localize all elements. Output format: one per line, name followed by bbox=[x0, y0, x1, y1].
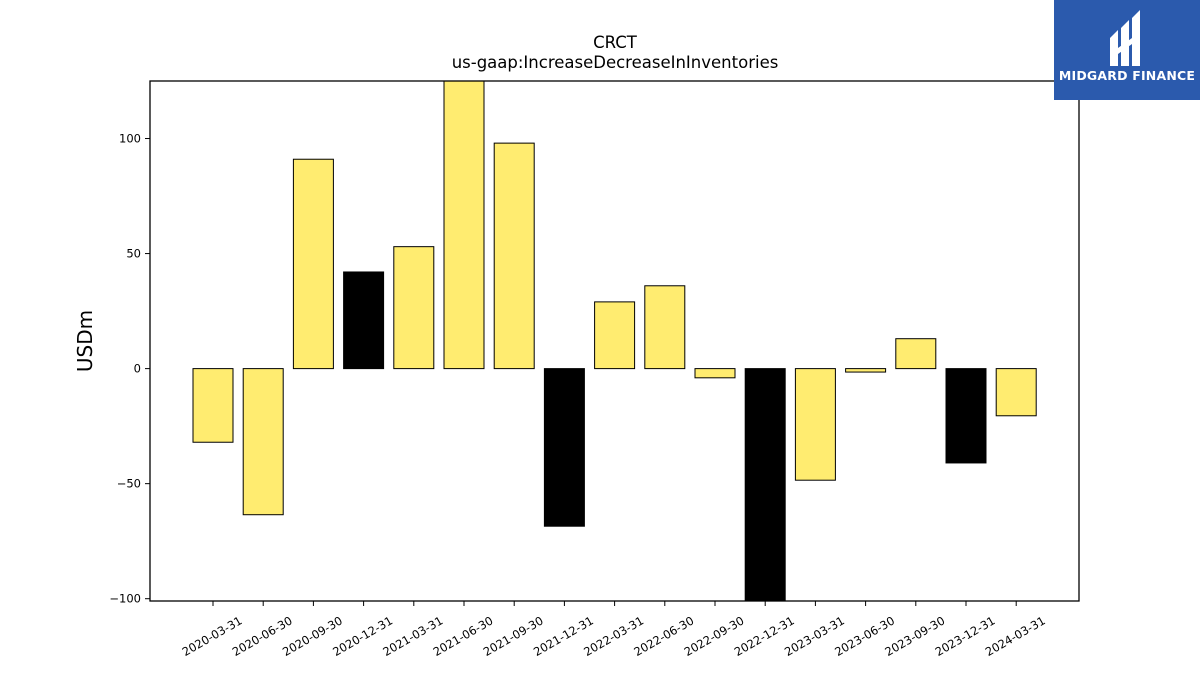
y-axis-label: USDm bbox=[73, 310, 97, 372]
y-tick-label: 0 bbox=[134, 362, 141, 376]
chart-subtitle: us-gaap:IncreaseDecreaseInInventories bbox=[452, 53, 779, 72]
bar-2023-03-31 bbox=[794, 368, 836, 481]
bar-2021-12-31 bbox=[543, 368, 585, 527]
bar-2022-12-31 bbox=[744, 368, 786, 602]
midgard-finance-logo: MIDGARD FINANCE bbox=[1054, 0, 1200, 100]
bar-2021-06-30 bbox=[443, 80, 485, 370]
bar-2020-06-30 bbox=[242, 368, 284, 516]
plot-frame bbox=[149, 80, 1080, 602]
midgard-logo-icon bbox=[1110, 10, 1140, 66]
bar-2021-09-30 bbox=[493, 142, 535, 370]
bar-2020-12-31 bbox=[343, 271, 385, 370]
bar-2020-03-31 bbox=[192, 368, 234, 443]
logo-text: MIDGARD FINANCE bbox=[1058, 68, 1196, 83]
bar-2022-06-30 bbox=[644, 285, 686, 370]
y-tick-label: 100 bbox=[119, 132, 141, 146]
bar-2023-12-31 bbox=[945, 368, 987, 464]
bar-2021-03-31 bbox=[393, 246, 435, 370]
x-axis: 2020-03-312020-06-302020-09-302020-12-31… bbox=[180, 601, 1048, 659]
bar-2024-03-31 bbox=[995, 368, 1037, 417]
y-tick-label: 50 bbox=[126, 247, 141, 261]
bar-2022-09-30 bbox=[694, 368, 736, 379]
y-tick-label: −50 bbox=[117, 477, 141, 491]
chart-title: CRCT bbox=[593, 33, 638, 52]
bar-2022-03-31 bbox=[594, 301, 636, 370]
bars-layer bbox=[192, 80, 1037, 602]
bar-2023-06-30 bbox=[845, 368, 887, 373]
bar-2023-09-30 bbox=[895, 338, 937, 370]
y-axis: −100 −50 0 50 100 bbox=[109, 132, 150, 606]
y-tick-label: −100 bbox=[109, 592, 141, 606]
bar-2020-09-30 bbox=[292, 158, 334, 370]
